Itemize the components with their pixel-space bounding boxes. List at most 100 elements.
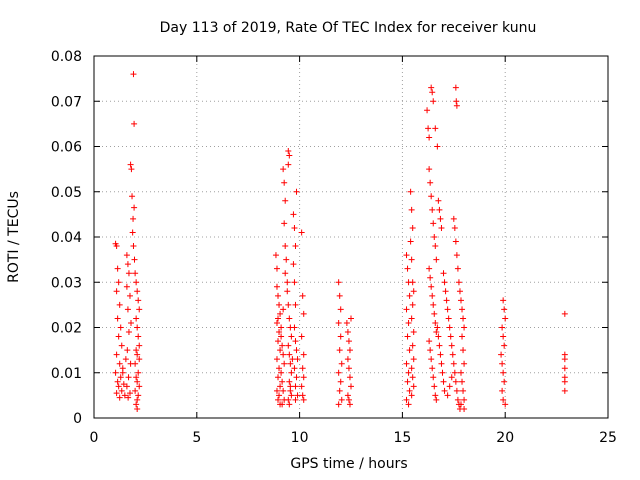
data-point	[499, 360, 506, 367]
data-point	[502, 401, 509, 408]
data-point	[452, 84, 459, 91]
data-point	[285, 342, 292, 349]
data-point	[502, 315, 509, 322]
x-tick-label: 15	[393, 430, 411, 446]
data-point	[114, 315, 121, 322]
data-point	[123, 283, 130, 290]
data-point	[293, 347, 300, 354]
data-point	[285, 161, 292, 168]
data-point	[434, 143, 441, 150]
data-point	[117, 374, 124, 381]
data-point	[561, 356, 568, 363]
data-point	[403, 252, 410, 259]
data-point	[436, 342, 443, 349]
data-point	[335, 369, 342, 376]
data-point	[279, 378, 286, 385]
data-point	[427, 179, 434, 186]
data-point	[453, 98, 460, 105]
data-point	[453, 102, 460, 109]
data-point	[428, 193, 435, 200]
data-point	[429, 292, 436, 299]
data-point	[338, 360, 345, 367]
data-point	[449, 351, 456, 358]
data-point	[405, 401, 412, 408]
data-point	[410, 329, 417, 336]
data-point	[409, 224, 416, 231]
data-point	[275, 292, 282, 299]
data-point	[130, 71, 137, 78]
data-point	[136, 383, 143, 390]
data-point	[425, 125, 432, 132]
data-point	[433, 256, 440, 263]
data-point	[113, 390, 120, 397]
data-point	[335, 279, 342, 286]
data-point	[117, 324, 124, 331]
data-point	[287, 383, 294, 390]
x-tick-label: 0	[90, 430, 99, 446]
data-point	[452, 378, 459, 385]
data-point	[130, 243, 137, 250]
x-tick-label: 5	[192, 430, 201, 446]
data-point	[114, 265, 121, 272]
data-point	[348, 315, 354, 322]
data-point	[460, 387, 467, 394]
data-point	[430, 98, 437, 105]
data-point	[405, 319, 412, 326]
x-axis-label: GPS time / hours	[290, 456, 407, 472]
data-point	[299, 292, 306, 299]
data-point	[500, 369, 507, 376]
data-point	[433, 329, 440, 336]
data-point	[128, 166, 135, 173]
data-point	[348, 383, 354, 390]
data-point	[451, 224, 458, 231]
data-point	[286, 401, 293, 408]
data-point	[410, 288, 417, 295]
data-point	[426, 134, 433, 141]
data-point	[277, 347, 284, 354]
data-point	[120, 381, 127, 388]
data-point	[285, 148, 292, 155]
data-point	[280, 166, 287, 173]
data-point	[337, 378, 344, 385]
data-point	[408, 365, 415, 372]
data-point	[460, 315, 467, 322]
data-point	[133, 315, 140, 322]
data-point	[112, 369, 119, 376]
data-point	[298, 229, 305, 236]
data-point	[501, 306, 508, 313]
data-point	[134, 405, 141, 412]
data-point	[430, 301, 437, 308]
data-point	[406, 387, 413, 394]
data-point	[122, 356, 129, 363]
data-point	[114, 378, 121, 385]
x-tick-label: 20	[496, 430, 514, 446]
data-point	[134, 288, 141, 295]
data-point	[136, 342, 143, 349]
data-point	[561, 310, 568, 317]
data-point	[134, 396, 141, 403]
data-point	[453, 252, 460, 259]
data-point	[441, 387, 448, 394]
data-point	[276, 301, 283, 308]
data-point	[443, 297, 450, 304]
data-point	[461, 360, 468, 367]
data-point	[431, 310, 438, 317]
data-point	[499, 324, 506, 331]
data-point	[292, 383, 299, 390]
data-point	[281, 360, 288, 367]
y-axis-label: ROTI / TECUs	[6, 191, 22, 283]
data-point	[124, 261, 131, 268]
data-point	[118, 342, 125, 349]
data-point	[294, 356, 301, 363]
y-tick-label: 0.07	[51, 94, 82, 110]
data-point	[442, 288, 449, 295]
data-point	[451, 369, 458, 376]
data-point	[409, 301, 416, 308]
data-point	[459, 306, 466, 313]
data-point	[113, 351, 120, 358]
data-point	[276, 329, 283, 336]
data-point	[336, 292, 343, 299]
data-point	[461, 405, 468, 412]
data-point	[433, 396, 440, 403]
data-point	[457, 369, 464, 376]
